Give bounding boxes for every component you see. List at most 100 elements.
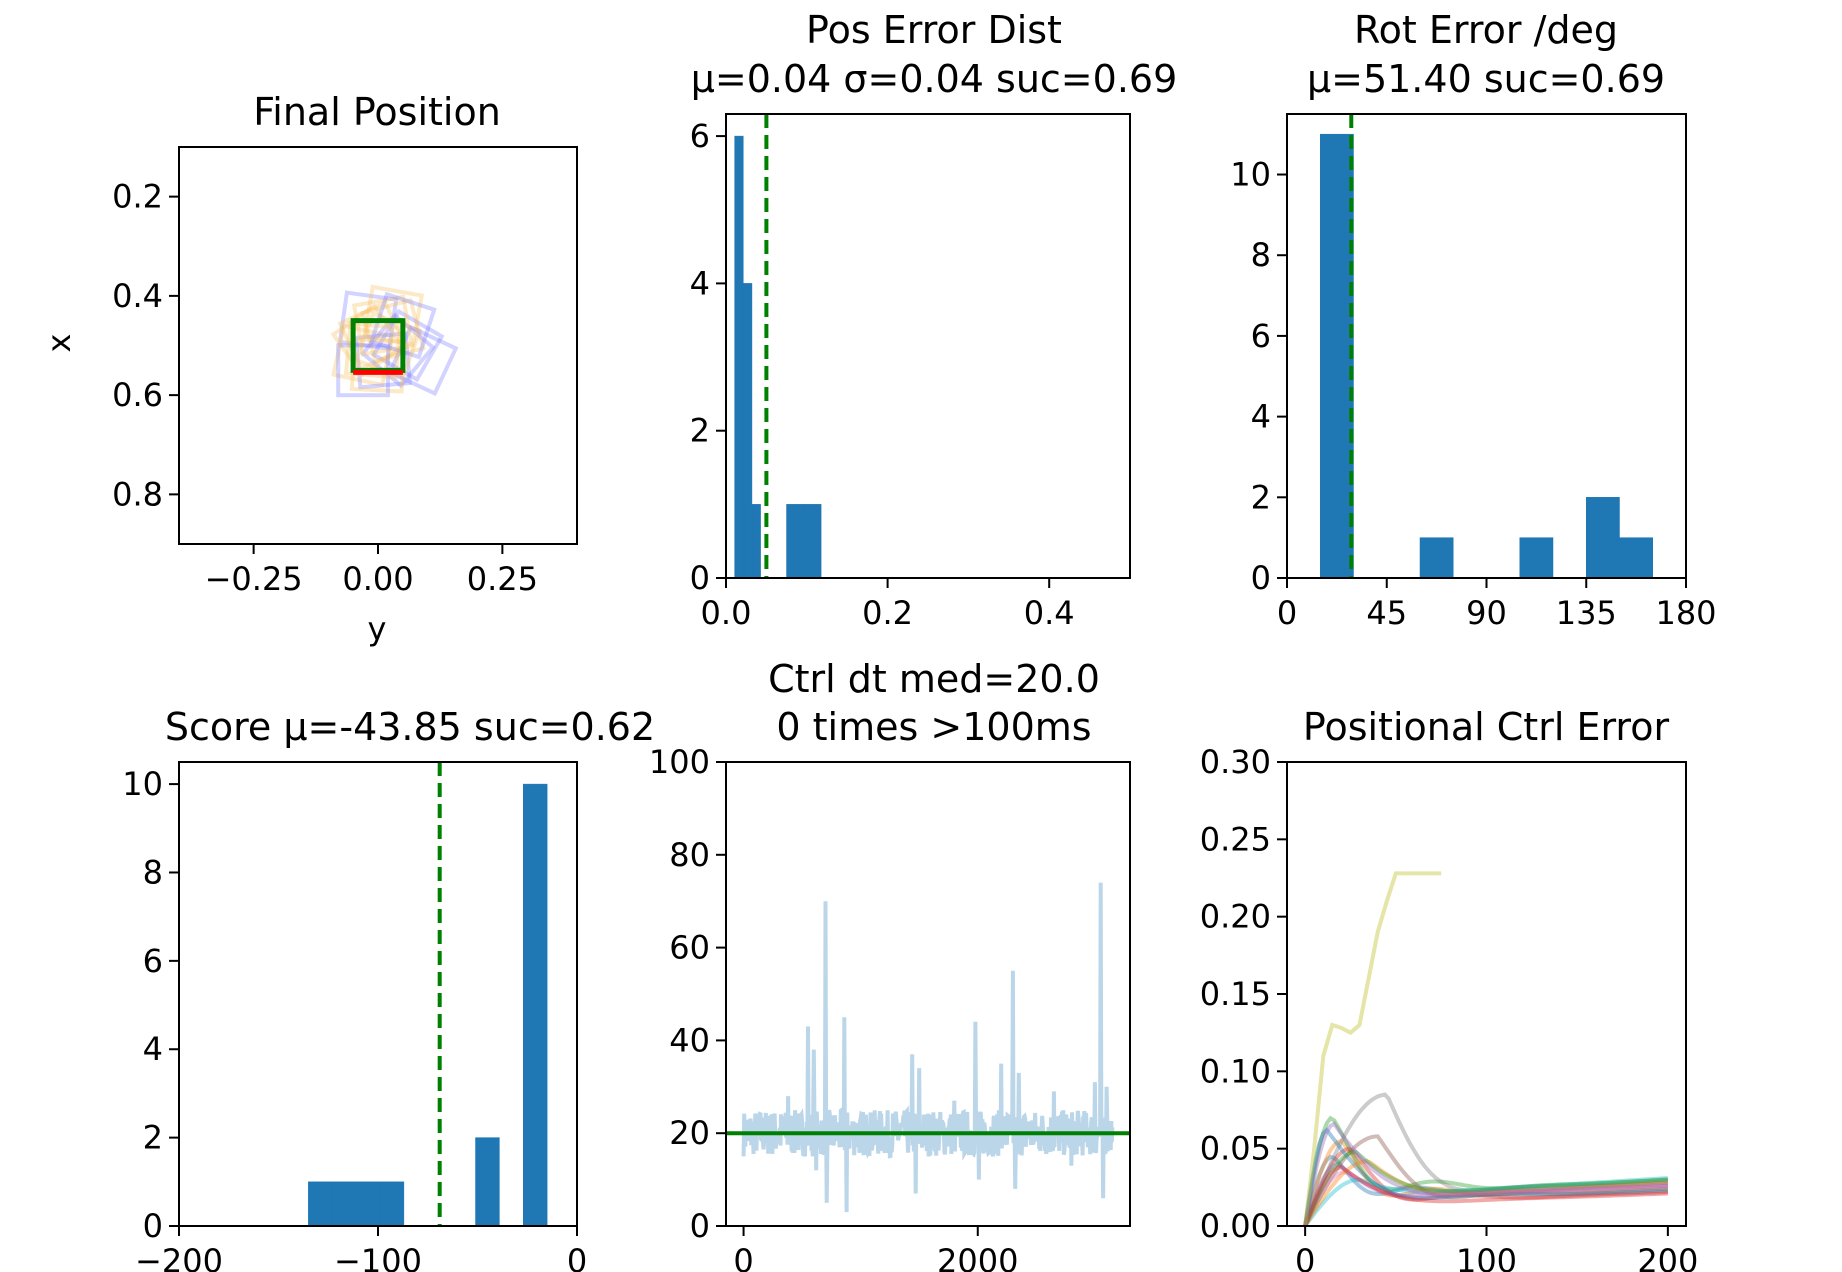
final-pose-square — [353, 331, 413, 390]
ctrl-error-series-line — [1303, 1092, 1669, 1226]
final-position-xtick-label: 0.00 — [342, 560, 413, 598]
score-title-line-1: Score μ=-43.85 suc=0.62 — [165, 705, 655, 749]
ctrl-error-ticks: 0 100 200 0.00 0.05 0.10 0.15 0.20 0.25 0.30 — [1200, 743, 1699, 1272]
pos-error-xtick-label: 0.4 — [1024, 594, 1075, 632]
ctrl-dt-ytick-label: 80 — [669, 836, 710, 874]
score-ytick-label: 8 — [143, 853, 163, 891]
rot-error-ytick-label: 10 — [1230, 156, 1271, 194]
pos-error-xtick-label: 0.0 — [701, 594, 752, 632]
rot-error-title-line-2: μ=51.40 suc=0.69 — [1307, 57, 1665, 101]
ctrl-error-series-line — [1303, 1138, 1669, 1226]
score-marks — [308, 762, 548, 1226]
score-ytick-label: 4 — [143, 1030, 163, 1068]
ctrl-error-series-line — [1303, 1121, 1669, 1226]
ctrl-dt-axes-frame — [725, 761, 1131, 1227]
pos-error-bar — [734, 135, 744, 578]
rot-error-ytick-label: 6 — [1251, 317, 1271, 355]
rot-error-ytick-label: 2 — [1251, 478, 1271, 516]
score-xtick-label: −200 — [135, 1242, 223, 1272]
ctrl-error-series-line — [1303, 1134, 1668, 1226]
rot-error-bar — [1586, 497, 1620, 578]
pos-error-bar — [794, 504, 805, 578]
ctrl-error-title-line-1: Positional Ctrl Error — [1303, 705, 1670, 749]
ctrl-error-series-line — [1303, 1127, 1669, 1226]
rot-error-xtick-label: 45 — [1366, 594, 1407, 632]
score-title: Score μ=-43.85 suc=0.62 — [165, 705, 655, 749]
ctrl-dt-ytick-label: 20 — [669, 1114, 710, 1152]
final-pose-square — [369, 291, 437, 360]
rot-error-bar — [1419, 537, 1454, 578]
final-pose-square — [360, 297, 426, 364]
ctrl-error-title: Positional Ctrl Error — [1303, 705, 1670, 749]
score-ytick-label: 2 — [143, 1119, 163, 1157]
ctrl-error-xtick-label: 200 — [1637, 1242, 1698, 1272]
final-position-ytick-label: 0.4 — [112, 277, 163, 315]
final-position-title: Final Position — [253, 90, 501, 134]
pos-error-plot-area — [725, 113, 1131, 579]
final-position-ytick-label: 0.2 — [112, 178, 163, 216]
ctrl-error-ytick-label: 0.10 — [1200, 1052, 1271, 1090]
final-position-xlabel: y — [368, 610, 387, 648]
ctrl-error-series-line — [1303, 1165, 1668, 1226]
ctrl-error-series-line — [1303, 1149, 1669, 1226]
ctrl-error-ytick-label: 0.30 — [1200, 743, 1271, 781]
ctrl-dt-title-line-1: Ctrl dt med=20.0 — [768, 657, 1100, 701]
rot-error-xtick-label: 0 — [1277, 594, 1297, 632]
ctrl-error-series-line — [1303, 1159, 1669, 1226]
pos-error-ytick-label: 4 — [690, 264, 710, 302]
rot-error-ytick-label: 0 — [1251, 559, 1271, 597]
pos-error-title: Pos Error Dist μ=0.04 σ=0.04 suc=0.69 — [691, 8, 1178, 101]
ctrl-dt-series-line — [741, 882, 1115, 1213]
final-position-ytick-label: 0.8 — [112, 475, 163, 513]
ctrl-error-plot-area — [1286, 761, 1687, 1227]
pos-error-bar — [751, 504, 761, 578]
ctrl-error-series-line — [1303, 1146, 1668, 1226]
score-ytick-label: 6 — [143, 942, 163, 980]
pos-error-xtick-label: 0.2 — [862, 594, 913, 632]
rot-error-bar — [1519, 537, 1554, 578]
pos-error-ytick-label: 0 — [690, 559, 710, 597]
final-pose-square — [337, 290, 399, 352]
ctrl-dt-marks — [726, 882, 1130, 1213]
pos-error-marks — [734, 114, 822, 578]
score-ticks: −200 −100 0 0 2 4 6 8 10 — [122, 765, 587, 1272]
final-pose-square — [361, 284, 425, 347]
panel-positional-ctrl-error: Positional Ctrl Error 0 100 200 0.00 0.05 0.1… — [1200, 705, 1699, 1272]
ctrl-error-series-line — [1303, 1169, 1668, 1226]
score-ytick-label: 0 — [143, 1207, 163, 1245]
rot-error-bar — [1320, 133, 1354, 578]
rot-error-xtick-label: 90 — [1466, 594, 1507, 632]
ctrl-dt-ytick-label: 60 — [669, 929, 710, 967]
score-bar — [523, 783, 548, 1226]
final-position-marks — [330, 284, 459, 398]
final-position-plot-area — [178, 146, 578, 545]
pos-error-ytick-label: 2 — [690, 412, 710, 450]
pos-error-axes-frame — [725, 113, 1131, 579]
ctrl-dt-ytick-label: 40 — [669, 1021, 710, 1059]
ctrl-dt-xtick-label: 2000 — [937, 1242, 1018, 1272]
rot-error-title: Rot Error /deg μ=51.40 suc=0.69 — [1307, 8, 1665, 101]
ctrl-error-outlier-line — [1303, 871, 1442, 1226]
rot-error-bar — [1619, 537, 1653, 578]
ctrl-dt-plot-area — [725, 761, 1131, 1227]
ctrl-error-xtick-label: 100 — [1456, 1242, 1517, 1272]
pos-error-bar — [743, 283, 753, 578]
final-pose-square — [371, 308, 445, 383]
rot-error-ytick-label: 8 — [1251, 236, 1271, 274]
final-pose-square — [351, 294, 415, 357]
final-position-xtick-label: 0.25 — [467, 560, 538, 598]
final-position-ytick-label: 0.6 — [112, 376, 163, 414]
score-bar — [475, 1137, 500, 1226]
final-pose-square — [331, 323, 395, 388]
rot-error-ticks: 0 45 90 135 180 0 2 4 6 8 10 — [1230, 156, 1716, 632]
panel-pos-error-dist: Pos Error Dist μ=0.04 σ=0.04 suc=0.69 0.… — [690, 8, 1178, 632]
score-bar — [308, 1181, 333, 1226]
ctrl-error-ytick-label: 0.25 — [1200, 820, 1271, 858]
ctrl-error-ytick-label: 0.00 — [1200, 1207, 1271, 1245]
rot-error-title-line-1: Rot Error /deg — [1354, 8, 1618, 52]
final-position-xtick-label: −0.25 — [205, 560, 303, 598]
final-position-ticks: −0.25 0.00 0.25 0.2 0.4 0.6 0.8 — [112, 178, 538, 598]
rot-error-xtick-label: 135 — [1556, 594, 1617, 632]
pos-error-ytick-label: 6 — [690, 117, 710, 155]
